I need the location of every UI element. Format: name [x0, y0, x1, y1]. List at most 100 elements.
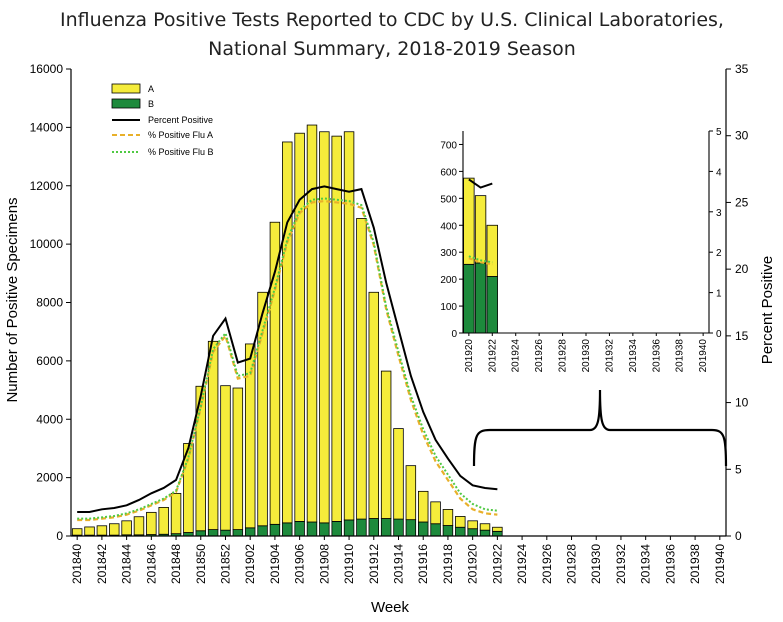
inset-line-percent-positive [468, 178, 493, 189]
bar-b [257, 525, 268, 537]
x-tick-label: 201840 [70, 544, 84, 584]
x-tick-label: 201940 [713, 544, 727, 584]
legend: AB Percent Positive % Positive Flu A % Posi… [111, 83, 214, 157]
bar-a [232, 387, 244, 530]
inset-x-tick-label: 201926 [534, 339, 545, 373]
legend-swatch-a [111, 83, 141, 94]
bar-a [170, 492, 182, 535]
inset-x-tick-label: 201922 [487, 339, 498, 373]
inset-x-tick-label: 201924 [511, 339, 522, 373]
x-tick-label: 201936 [663, 544, 677, 584]
x-tick-label: 201852 [218, 544, 232, 584]
y-tick-label: 2000 [36, 471, 63, 485]
inset-y-tick-label: 200 [440, 275, 457, 286]
bar-b [269, 523, 281, 537]
legend-label-a: A [148, 84, 154, 94]
bar-a [158, 506, 169, 535]
inset-y-tick-label: 0 [451, 329, 457, 340]
x-tick-label: 201850 [194, 544, 208, 584]
inset-y-tick-label: 600 [440, 167, 457, 178]
bar-a [244, 343, 256, 529]
y2-tick-label: 5 [735, 462, 742, 476]
bar-a [146, 511, 157, 535]
y2-tick-label: 25 [735, 195, 749, 209]
bar-a [269, 221, 281, 525]
bar-a [380, 370, 392, 519]
main-plot: 0200040006000800010000120001400016000051… [30, 62, 749, 584]
inset-line-flu-b [468, 255, 493, 264]
inset-brace [472, 389, 728, 467]
inset-bar-a [474, 195, 487, 264]
inset-y-tick-label: 500 [440, 194, 457, 205]
bar-b [455, 526, 466, 537]
x-tick-label: 201912 [367, 544, 381, 584]
bar-b [232, 529, 244, 537]
chart-subtitle: National Summary, 2018-2019 Season [208, 38, 576, 60]
bar-b [294, 521, 305, 537]
x-tick-label: 201934 [639, 544, 653, 584]
inset-x-tick-label: 201940 [698, 339, 709, 373]
inset-bar-a [486, 224, 498, 277]
x-tick-label: 201846 [144, 544, 158, 584]
bar-a [442, 509, 454, 526]
inset-x-tick-label: 201932 [604, 339, 615, 373]
y-tick-label: 4000 [36, 412, 63, 426]
y2-tick-label: 30 [735, 129, 749, 143]
y-tick-label: 10000 [30, 237, 64, 251]
inset-y-tick-label: 100 [440, 302, 457, 313]
inset-y2-tick-label: 2 [716, 248, 722, 259]
bar-b [207, 529, 219, 537]
main-x-axis-label: Week [371, 599, 410, 616]
main-y2-axis-label: Percent Positive [759, 256, 776, 364]
x-tick-label: 201914 [392, 544, 406, 584]
bar-a [393, 428, 404, 520]
x-tick-label: 201924 [515, 544, 529, 584]
bar-a [492, 526, 503, 532]
x-tick-label: 201920 [466, 544, 480, 584]
bar-a [183, 443, 194, 533]
bar-a [430, 501, 441, 525]
x-tick-label: 201916 [416, 544, 430, 584]
inset-x-tick-label: 201934 [628, 339, 639, 373]
x-tick-label: 201844 [120, 544, 134, 584]
bar-a [133, 516, 145, 536]
bar-a [195, 385, 206, 532]
bar-b [368, 518, 380, 537]
bar-a [356, 218, 367, 520]
y2-tick-label: 0 [735, 529, 742, 543]
x-tick-label: 201928 [565, 544, 579, 584]
inset-x-tick-label: 201930 [581, 339, 592, 373]
bar-a [84, 526, 95, 536]
x-tick-label: 201926 [540, 544, 554, 584]
legend-label-flu-a: % Positive Flu A [148, 130, 213, 140]
x-tick-label: 201902 [243, 544, 257, 584]
y-tick-label: 8000 [36, 296, 63, 310]
bar-a [282, 141, 293, 524]
bar-a [368, 291, 380, 519]
bar-a [405, 465, 417, 521]
inset-line-flu-a [468, 257, 493, 266]
y-tick-label: 14000 [30, 120, 64, 134]
inset-bar-b [474, 262, 487, 334]
bar-b [220, 529, 231, 537]
legend-label-b: B [148, 99, 154, 109]
inset-x-tick-label: 201928 [558, 339, 569, 373]
bar-b [417, 521, 429, 537]
inset-y2-tick-label: 1 [716, 289, 722, 300]
y2-tick-label: 20 [735, 262, 749, 276]
legend-label-flu-b: % Positive Flu B [148, 147, 214, 157]
x-tick-label: 201932 [614, 544, 628, 584]
bar-b [356, 518, 367, 537]
y-tick-label: 6000 [36, 354, 63, 368]
bar-a [121, 520, 132, 536]
bar-a [257, 291, 268, 527]
legend-swatch-b [111, 98, 141, 109]
x-tick-label: 201848 [169, 544, 183, 584]
bar-a [343, 131, 355, 521]
bar-a [306, 124, 318, 523]
bar-b [319, 522, 330, 537]
bar-a [455, 516, 466, 528]
bar-b [430, 523, 441, 537]
inset-y2-tick-label: 3 [716, 208, 722, 219]
bar-a [207, 340, 219, 530]
